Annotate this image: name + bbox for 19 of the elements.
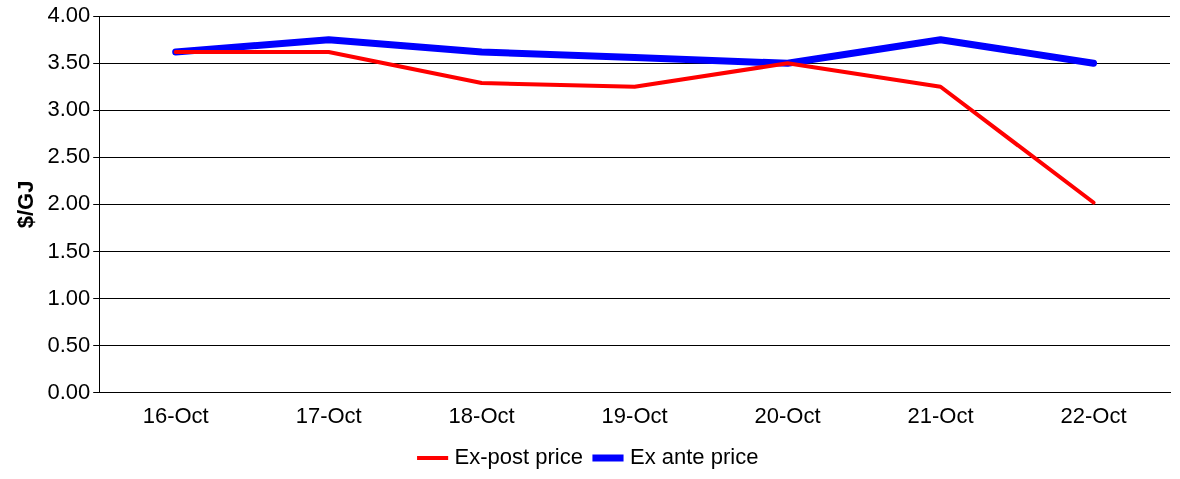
y-tick-label: 1.00 xyxy=(47,284,91,310)
x-tick-label: 19-Oct xyxy=(601,402,668,428)
y-tick-label: 1.50 xyxy=(47,237,91,263)
x-tick-label: 22-Oct xyxy=(1060,402,1127,428)
y-tick-label: 3.50 xyxy=(47,49,91,75)
x-tick-label: 21-Oct xyxy=(907,402,974,428)
y-tick-label: 4.00 xyxy=(47,2,91,28)
x-tick-label: 20-Oct xyxy=(754,402,821,428)
legend-label: Ex ante price xyxy=(629,444,759,470)
y-tick-label: 2.50 xyxy=(47,143,91,169)
x-tick-label: 18-Oct xyxy=(448,402,515,428)
y-tick-label: 3.00 xyxy=(47,96,91,122)
y-tick-label: 2.00 xyxy=(47,190,91,216)
x-tick-label: 16-Oct xyxy=(142,402,209,428)
y-tick-label: 0.00 xyxy=(47,378,91,404)
y-axis-title: $/GJ xyxy=(13,180,39,229)
y-tick-label: 0.50 xyxy=(47,331,91,357)
legend-label: Ex-post price xyxy=(454,444,583,470)
x-tick-label: 17-Oct xyxy=(295,402,362,428)
